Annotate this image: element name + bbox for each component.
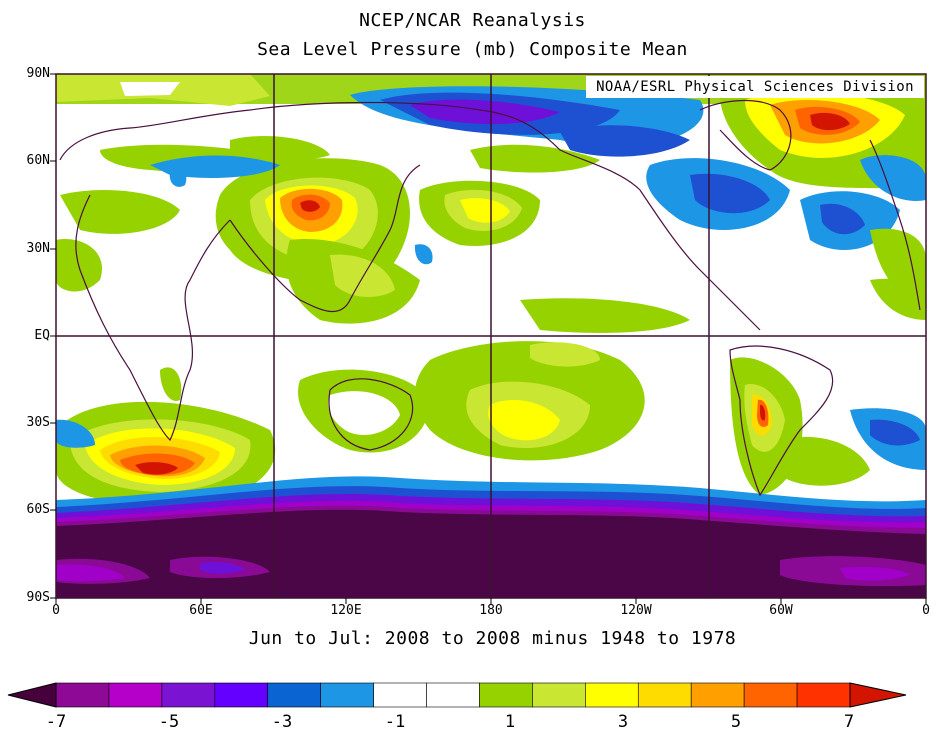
lat-tick-label: 90N bbox=[26, 66, 50, 81]
lon-tick-label: 120W bbox=[620, 603, 652, 618]
colorbar-cell bbox=[637, 682, 692, 708]
lat-tick-label: 60S bbox=[26, 502, 50, 517]
colorbar-label: -7 bbox=[45, 712, 67, 732]
colorbar-cells bbox=[55, 682, 851, 708]
colorbar-label: 3 bbox=[617, 712, 629, 732]
coastlines bbox=[59, 100, 921, 497]
colorbar-cell bbox=[479, 682, 533, 708]
colorbar-cell bbox=[690, 682, 745, 708]
lon-tick-label: 60W bbox=[769, 603, 793, 618]
axis-ticks bbox=[50, 73, 927, 604]
colorbar-cell bbox=[373, 682, 427, 708]
lon-tick-label: 180 bbox=[479, 603, 503, 618]
period-label: Jun to Jul: 2008 to 2008 minus 1948 to 1… bbox=[248, 628, 737, 649]
colorbar-label: 1 bbox=[504, 712, 516, 732]
colorbar-label: 5 bbox=[730, 712, 742, 732]
colorbar-cell bbox=[532, 682, 586, 708]
colorbar-label: -1 bbox=[384, 712, 406, 732]
lon-tick-label: 0 bbox=[922, 603, 930, 618]
colorbar-label: 7 bbox=[843, 712, 855, 732]
lat-tick-label: EQ bbox=[34, 328, 50, 343]
colorbar-cell bbox=[108, 682, 163, 708]
colorbar-cell bbox=[426, 682, 480, 708]
colorbar-cell bbox=[161, 682, 216, 708]
lat-tick-label: 30N bbox=[26, 241, 50, 256]
chart-title: NCEP/NCAR Reanalysis bbox=[359, 10, 586, 31]
colorbar-low-cap bbox=[7, 682, 57, 708]
colorbar-cell bbox=[796, 682, 851, 708]
lon-tick-label: 120E bbox=[330, 603, 362, 618]
lat-tick-label: 60N bbox=[26, 153, 50, 168]
colorbar-cell bbox=[320, 682, 374, 708]
colorbar-cell bbox=[585, 682, 639, 708]
chart-subtitle: Sea Level Pressure (mb) Composite Mean bbox=[257, 39, 688, 60]
colorbar-cell bbox=[267, 682, 321, 708]
credit-label: NOAA/ESRL Physical Sciences Division bbox=[586, 76, 924, 98]
lon-tick-label: 0 bbox=[52, 603, 60, 618]
graticule bbox=[56, 74, 926, 598]
colorbar-cell bbox=[55, 682, 110, 708]
lat-tick-label: 90S bbox=[26, 590, 50, 605]
colorbar bbox=[7, 682, 907, 708]
lat-tick-label: 30S bbox=[26, 415, 50, 430]
colorbar-label: -3 bbox=[271, 712, 293, 732]
lon-tick-label: 60E bbox=[189, 603, 213, 618]
colorbar-cell bbox=[743, 682, 798, 708]
colorbar-cell bbox=[214, 682, 269, 708]
colorbar-label: -5 bbox=[158, 712, 180, 732]
colorbar-high-cap bbox=[849, 682, 907, 708]
